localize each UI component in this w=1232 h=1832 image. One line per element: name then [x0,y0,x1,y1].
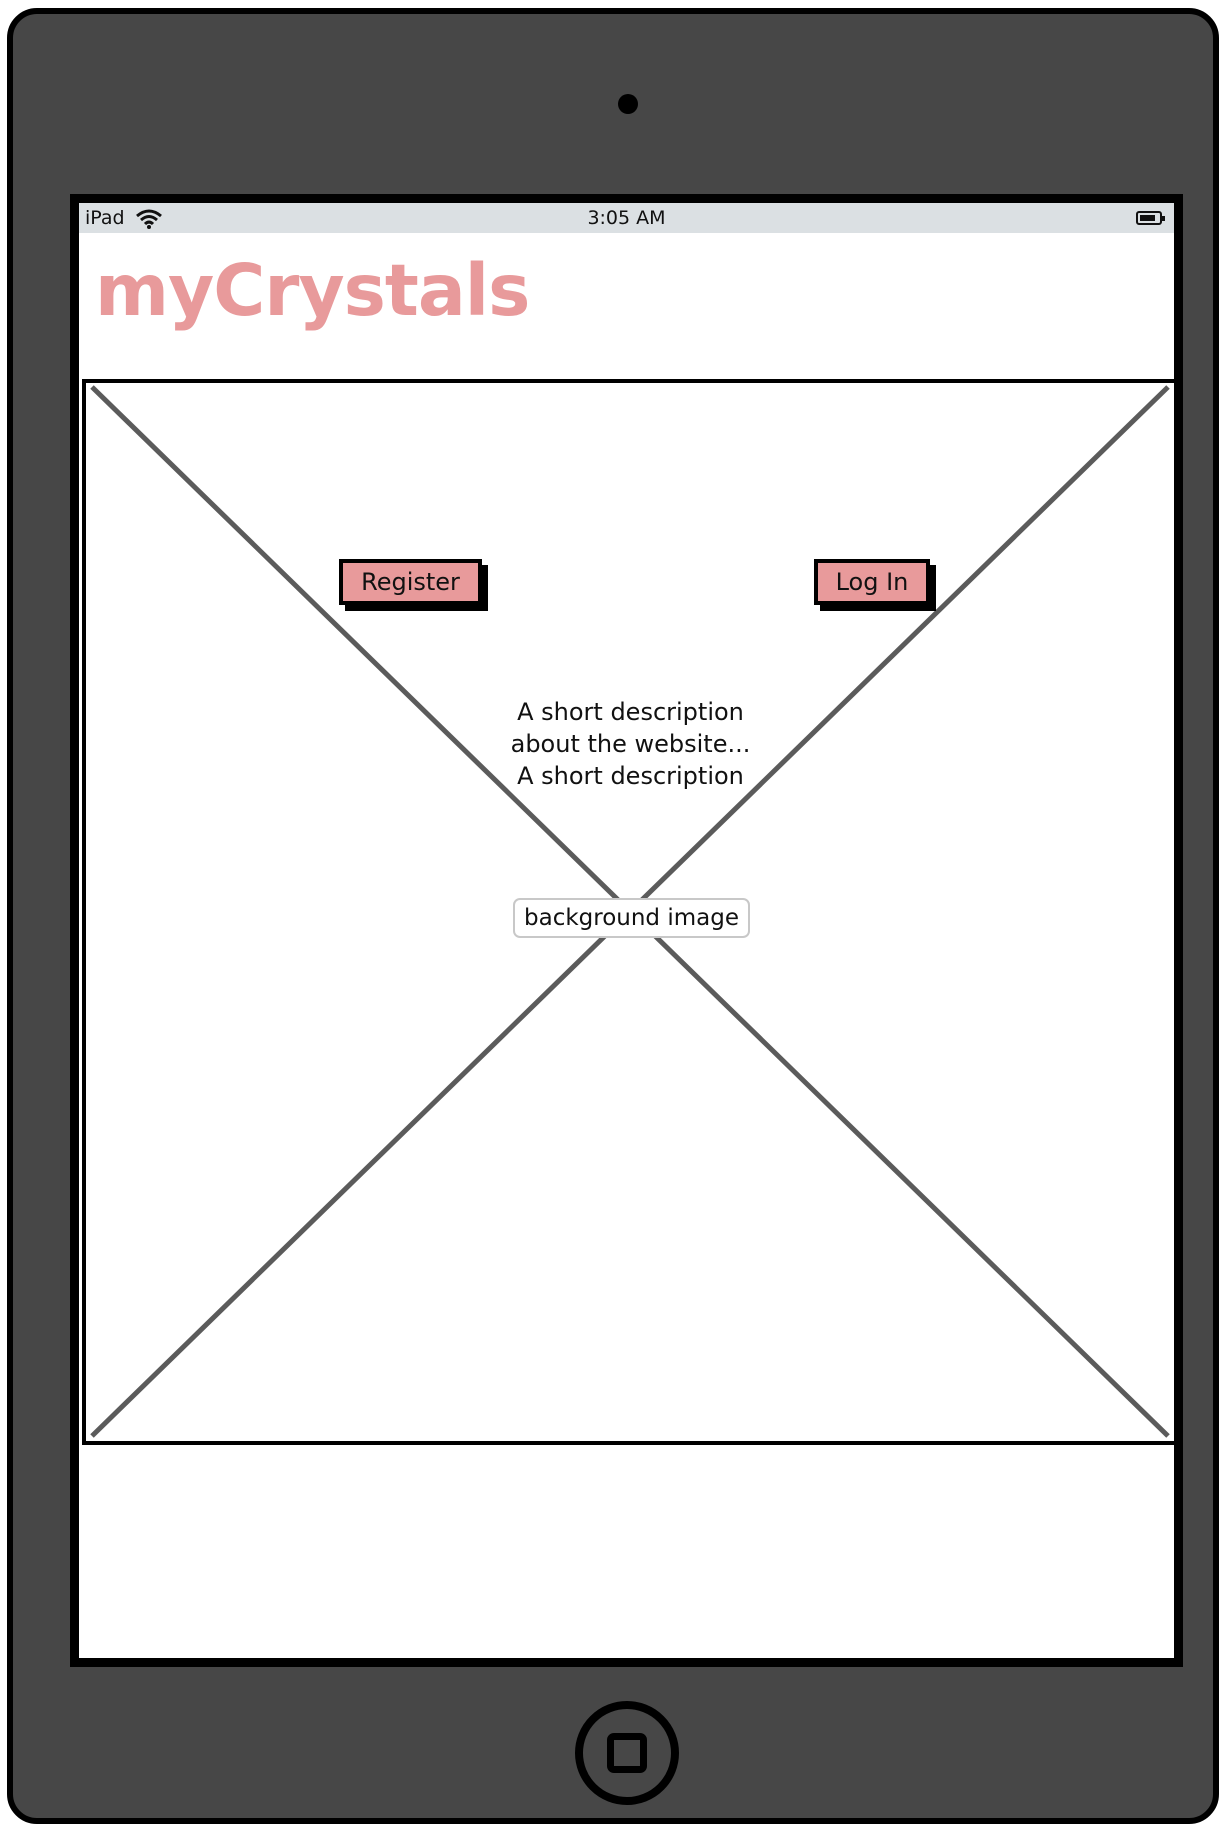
hero-background-placeholder: Register Log In A short description abou… [82,379,1174,1445]
camera-icon [618,94,638,114]
site-description: A short description about the website...… [86,696,1174,792]
battery-icon [1136,211,1165,225]
ipad-device-frame: iPad 3:05 AM myCrystals Register Log In … [7,8,1219,1824]
description-line: A short description [517,762,744,790]
description-line: about the website... [510,730,751,758]
background-image-label: background image [513,898,750,938]
status-bar: iPad 3:05 AM [79,203,1174,233]
ipad-screen: iPad 3:05 AM myCrystals Register Log In … [70,194,1183,1667]
register-button[interactable]: Register [339,559,482,605]
device-name: iPad [85,207,125,229]
home-square-icon [607,1733,647,1773]
description-line: A short description [517,698,744,726]
status-time: 3:05 AM [587,207,666,229]
wifi-icon [135,209,162,229]
login-button[interactable]: Log In [814,559,930,605]
home-button[interactable] [575,1701,679,1805]
status-bar-left: iPad [85,203,163,233]
brand-logo-text[interactable]: myCrystals [95,249,530,332]
